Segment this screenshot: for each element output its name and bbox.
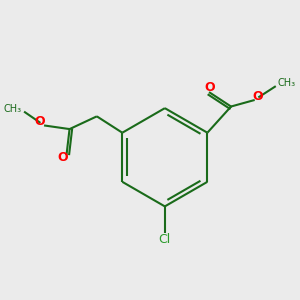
Text: O: O xyxy=(252,90,262,103)
Text: Cl: Cl xyxy=(159,232,171,246)
Text: O: O xyxy=(205,82,215,94)
Text: CH₃: CH₃ xyxy=(3,104,21,114)
Text: O: O xyxy=(34,115,45,128)
Text: O: O xyxy=(57,151,68,164)
Text: CH₃: CH₃ xyxy=(278,77,296,88)
